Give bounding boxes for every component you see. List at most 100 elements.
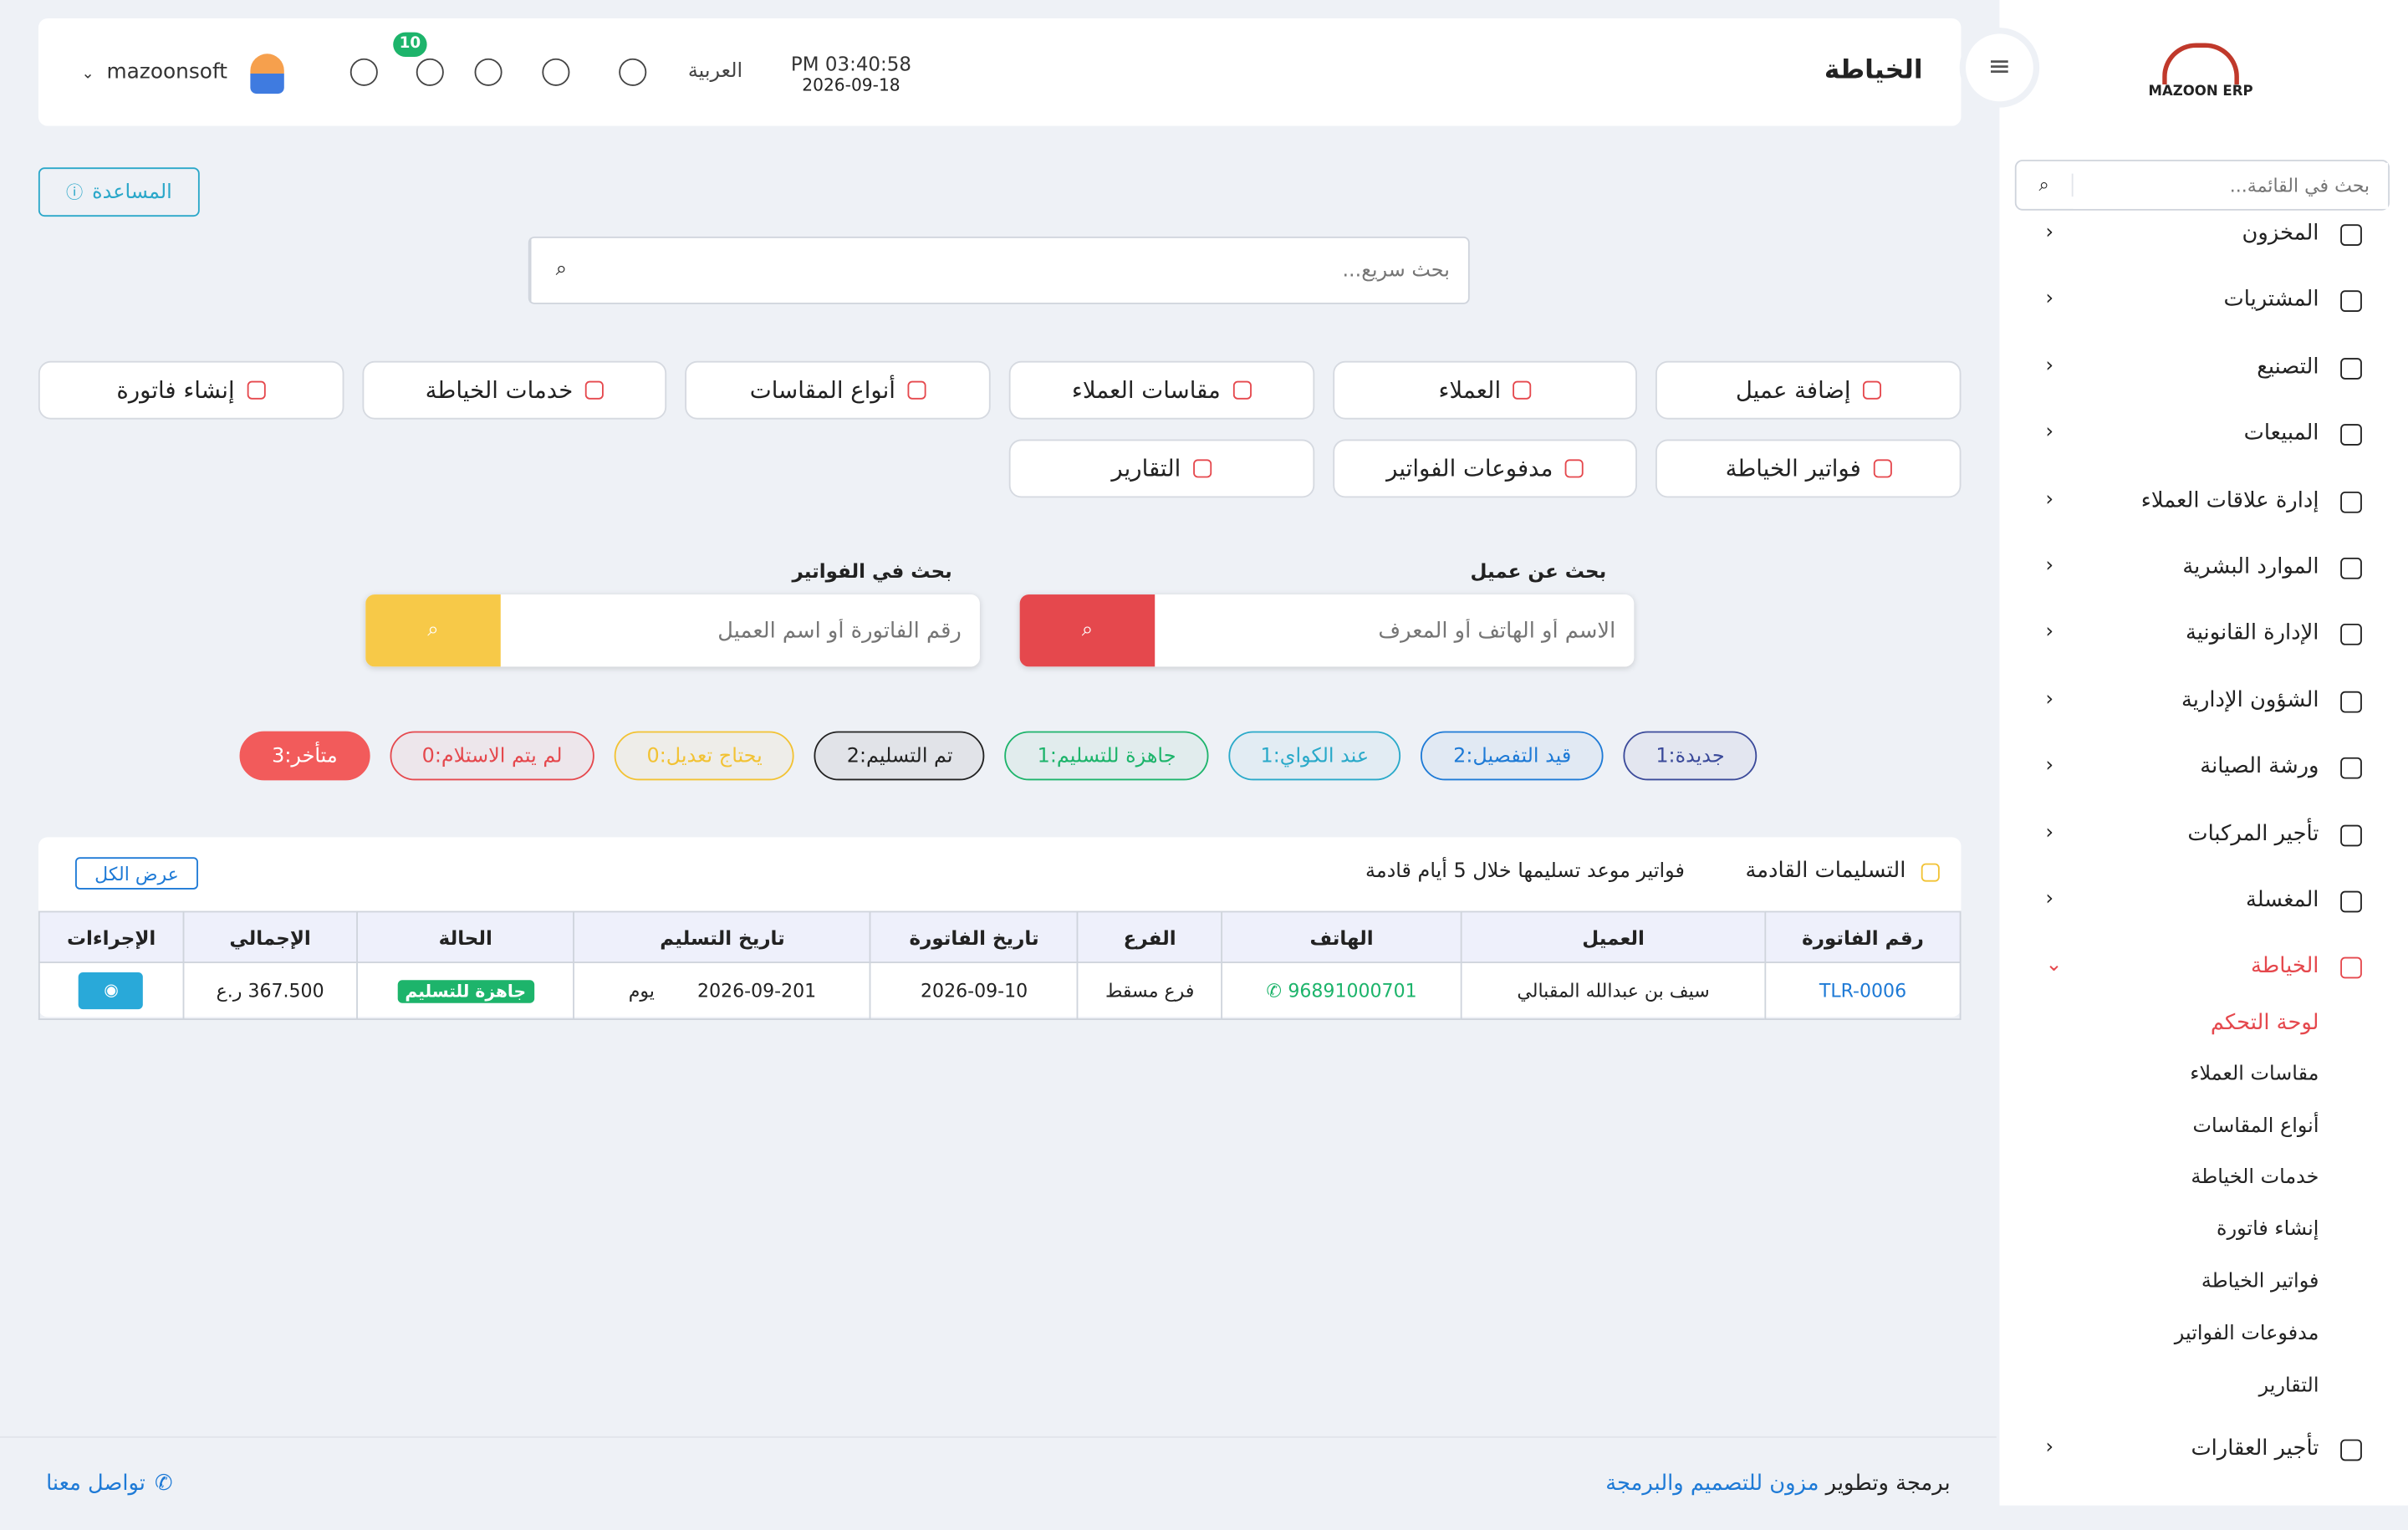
header-icon[interactable] — [349, 58, 378, 86]
menu-item[interactable]: التصنيع ‹ — [1999, 351, 2408, 385]
clock: PM 03:40:58 2026-09-18 — [791, 52, 911, 94]
search-button[interactable]: ⌕ — [1019, 594, 1156, 667]
submenu-item[interactable]: أنواع المقاسات — [2192, 1114, 2319, 1138]
whatsapp-icon: ✆ — [1266, 980, 1283, 1002]
menu-toggle[interactable]: ≡ — [1966, 33, 2033, 102]
help-button[interactable]: المساعدة ⓘ — [38, 167, 200, 217]
search-panel: بحث في الفواتير ⌕ — [365, 559, 980, 667]
menu-item[interactable]: الموارد البشرية ‹ — [1999, 552, 2408, 585]
action-label: إنشاء فاتورة — [116, 376, 235, 405]
header: الخياطة PM 03:40:58 2026-09-18 العربية 10 ⌄ ma… — [38, 18, 1962, 126]
invoice-link[interactable]: TLR-0006 — [1764, 961, 1962, 1021]
phone[interactable]: 96891000701✆ — [1221, 961, 1462, 1021]
menu-label: تأجير العقارات — [2191, 1436, 2319, 1461]
action-button[interactable]: فواتير الخياطة — [1656, 439, 1962, 498]
status-pill[interactable]: يحتاج تعديل:0 — [614, 731, 795, 781]
menu-item[interactable]: المخزون ‹ — [1999, 218, 2408, 252]
menu-item[interactable]: تأجير العقارات ‹ — [1999, 1433, 2408, 1466]
total: 367.500 ر.ع — [182, 961, 358, 1021]
user-name: mazoonsoft — [106, 59, 227, 85]
action-label: مدفوعات الفواتير — [1386, 454, 1553, 482]
status-pill[interactable]: عند الكواي:1 — [1227, 731, 1401, 781]
chevron: ‹ — [2045, 887, 2054, 911]
menu-item[interactable]: تأجير المركبات ‹ — [1999, 819, 2408, 852]
action-button[interactable]: إنشاء فاتورة — [38, 360, 344, 420]
menu-icon — [2340, 624, 2362, 646]
search-input[interactable] — [1155, 594, 1635, 667]
column-header: رقم الفاتورة — [1764, 910, 1962, 964]
sidebar-search: ⌕ — [2014, 160, 2390, 211]
quick-search-input[interactable] — [591, 237, 1468, 303]
date: 2026-09-20 — [697, 980, 805, 1002]
company-link[interactable]: مزون للتصميم والبرمجة — [1605, 1471, 1819, 1497]
menu-item[interactable]: المبيعات ‹ — [1999, 418, 2408, 451]
menu-icon — [2340, 224, 2362, 246]
menu-item[interactable]: الشؤون الإدارية ‹ — [1999, 685, 2408, 718]
status-pill[interactable]: متأخر:3 — [239, 731, 370, 781]
status-pill[interactable]: تم التسليم:2 — [814, 731, 986, 781]
delivery-date: 2026-09-201 يوم — [573, 961, 872, 1021]
chevron: ‹ — [2045, 421, 2054, 445]
action-label: أنواع المقاسات — [749, 376, 895, 405]
search-button[interactable]: ⌕ — [529, 237, 591, 303]
language[interactable]: العربية — [687, 59, 743, 84]
action-button[interactable]: إضافة عميل — [1656, 360, 1962, 420]
view-button[interactable]: ◉ — [79, 972, 144, 1010]
menu-item[interactable]: الخياطة ⌄ — [1999, 951, 2408, 985]
logo-text: MAZOON ERP — [2148, 84, 2253, 100]
chevron: ⌄ — [2045, 954, 2063, 978]
submenu-item[interactable]: مدفوعات الفواتير — [2174, 1322, 2319, 1346]
submenu-item[interactable]: التقارير — [2258, 1374, 2319, 1398]
action-button[interactable]: مدفوعات الفواتير — [1332, 439, 1638, 498]
header-icon[interactable] — [542, 58, 570, 86]
menu-item[interactable]: المغسلة ‹ — [1999, 885, 2408, 918]
contact-link[interactable]: ✆ تواصل معنا — [46, 1471, 172, 1496]
submenu-item[interactable]: مقاسات العملاء — [2190, 1063, 2319, 1086]
header-icon[interactable] — [474, 58, 503, 86]
action-button[interactable]: مقاسات العملاء — [1008, 360, 1314, 420]
search-icon: ⌕ — [2017, 173, 2074, 197]
menu-icon — [2340, 691, 2362, 713]
caret: ⌄ — [81, 66, 94, 84]
column-header: الفرع — [1076, 910, 1223, 964]
status-pill[interactable]: لم يتم الاستلام:0 — [390, 731, 595, 781]
action-icon — [1192, 459, 1212, 478]
menu-item[interactable]: الإدارة القانونية ‹ — [1999, 618, 2408, 651]
header-icon[interactable] — [416, 58, 444, 86]
header-row: رقم الفاتورة العميل الهاتف الفرع تاريخ الفات… — [38, 910, 1962, 964]
menu-item[interactable]: ورشة الصيانة ‹ — [1999, 752, 2408, 785]
help-label: المساعدة — [92, 180, 172, 204]
submenu-item[interactable]: إنشاء فاتورة — [2217, 1218, 2319, 1242]
menu-label: المغسلة — [2245, 887, 2319, 913]
status-pill[interactable]: جاهزة للتسليم:1 — [1005, 731, 1209, 781]
view-all-button[interactable]: عرض الكل — [74, 857, 198, 890]
column-header: الحالة — [355, 910, 575, 964]
action-button[interactable]: أنواع المقاسات — [685, 360, 991, 420]
action-button[interactable]: العملاء — [1332, 360, 1638, 420]
search-input[interactable] — [500, 594, 980, 667]
status-pill[interactable]: جديدة:1 — [1623, 731, 1758, 781]
header-icon[interactable] — [619, 58, 647, 86]
submenu-item[interactable]: خدمات الخياطة — [2191, 1166, 2319, 1190]
menu-item[interactable]: إدارة علاقات العملاء ‹ — [1999, 485, 2408, 518]
submenu-item[interactable]: فواتير الخياطة — [2201, 1270, 2319, 1294]
menu-item[interactable]: المشتريات ‹ — [1999, 285, 2408, 319]
logo-icon — [2162, 43, 2239, 85]
search-panel: بحث عن عميل ⌕ — [1019, 559, 1635, 667]
avatar[interactable] — [250, 54, 284, 94]
sidebar-search-input[interactable] — [2073, 161, 2389, 208]
status-pill[interactable]: قيد التفصيل:2 — [1421, 731, 1604, 781]
menu-label: الشؤون الإدارية — [2181, 687, 2319, 713]
status-row: جديدة:1 قيد التفصيل:2 عند الكواي:1 جاهزة لل… — [0, 731, 1997, 781]
chevron: ‹ — [2045, 687, 2054, 711]
menu-icon — [2340, 957, 2362, 980]
search-button[interactable]: ⌕ — [365, 594, 501, 667]
status-cell: جاهزة للتسليم — [355, 961, 575, 1021]
user-menu[interactable]: ⌄ mazoonsoft — [81, 60, 227, 84]
action-button[interactable]: خدمات الخياطة — [361, 360, 667, 420]
action-label: مقاسات العملاء — [1071, 376, 1221, 405]
time: PM 03:40:58 — [790, 52, 911, 76]
action-button[interactable]: التقارير — [1008, 439, 1314, 498]
menu-label: الموارد البشرية — [2182, 554, 2319, 579]
submenu-item[interactable]: لوحة التحكم — [2210, 1010, 2319, 1036]
